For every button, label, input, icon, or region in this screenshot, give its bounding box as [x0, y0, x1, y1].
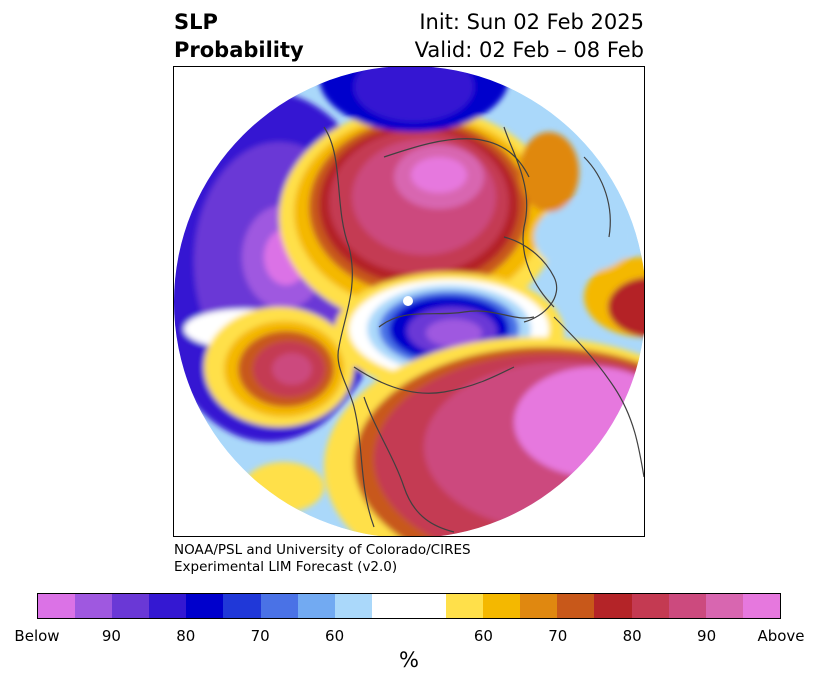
colorbar-segment — [446, 594, 484, 618]
colorbar-segment — [742, 594, 780, 618]
probability-field — [174, 67, 644, 536]
north-pole-marker — [403, 296, 413, 306]
colorbar-segment — [75, 594, 113, 618]
colorbar-segment — [705, 594, 743, 618]
colorbar-segment — [186, 594, 224, 618]
credit: NOAA/PSL and University of Colorado/CIRE… — [174, 542, 471, 576]
colorbar-tick-label: 70 — [548, 627, 568, 645]
colorbar-segment — [223, 594, 261, 618]
colorbar-segment — [297, 594, 335, 618]
colorbar-segment — [149, 594, 187, 618]
valid-range: Valid: 02 Feb – 08 Feb — [414, 38, 644, 62]
colorbar-segment — [483, 594, 521, 618]
colorbar-tick-label: Above — [757, 627, 805, 645]
colorbar-segment — [668, 594, 706, 618]
colorbar-segment — [594, 594, 632, 618]
colorbar-segment — [38, 594, 76, 618]
polar-map — [173, 66, 645, 537]
coastlines — [323, 126, 644, 533]
colorbar-tick-label: 90 — [101, 627, 121, 645]
colorbar-segment — [260, 594, 298, 618]
colorbar-segment — [112, 594, 150, 618]
title-variable: SLP — [174, 10, 218, 34]
colorbar-segment — [520, 594, 558, 618]
colorbar-segment — [334, 594, 372, 618]
colorbar-tick-label: 70 — [250, 627, 270, 645]
colorbar-tick-label: 60 — [473, 627, 493, 645]
colorbar-segment — [631, 594, 669, 618]
colorbar-tick-label: Below — [14, 627, 60, 645]
colorbar-segment — [557, 594, 595, 618]
init-date: Init: Sun 02 Feb 2025 — [419, 10, 644, 34]
credit-org: NOAA/PSL and University of Colorado/CIRE… — [174, 542, 471, 558]
colorbar-unit: % — [399, 648, 419, 672]
colorbar-tick-label: 80 — [176, 627, 196, 645]
title-type: Probability — [174, 38, 304, 62]
forecast-dates: Init: Sun 02 Feb 2025 Valid: 02 Feb – 08… — [415, 8, 644, 64]
colorbar-tick-label: 90 — [697, 627, 717, 645]
map-title: SLP Probability — [174, 8, 304, 64]
credit-model: Experimental LIM Forecast (v2.0) — [174, 559, 398, 575]
colorbar — [37, 593, 781, 619]
colorbar-tick-label: 60 — [325, 627, 345, 645]
colorbar-segment — [371, 594, 409, 618]
colorbar-tick-label: 80 — [622, 627, 642, 645]
colorbar-segment — [408, 594, 447, 618]
